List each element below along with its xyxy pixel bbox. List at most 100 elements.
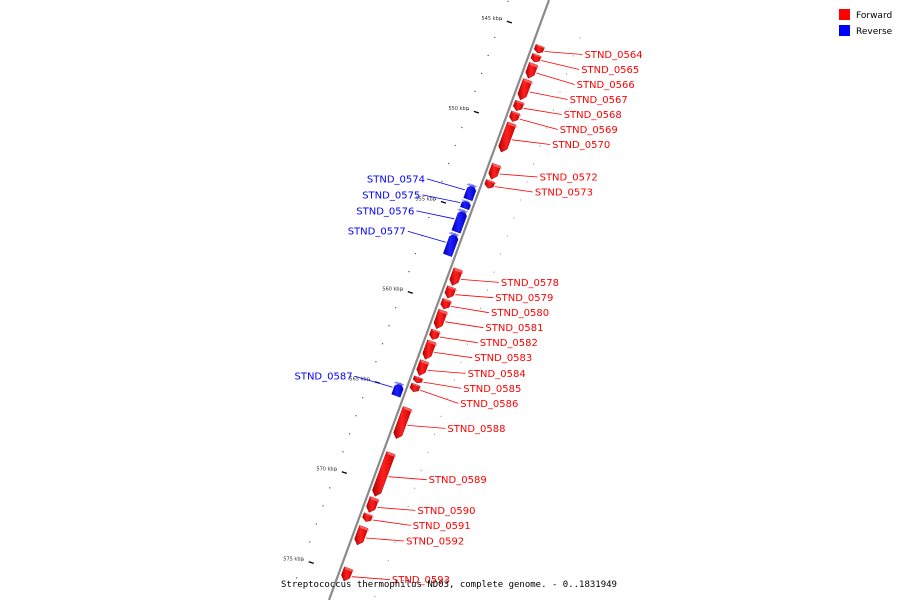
gene-label[interactable]: STND_0572	[540, 173, 598, 184]
ruler-dot	[394, 541, 396, 543]
ruler-dot	[546, 127, 548, 129]
gene-label[interactable]: STND_0583	[474, 353, 532, 364]
label-leader	[544, 51, 583, 55]
ruler-dot	[395, 307, 397, 309]
ruler-dot	[493, 271, 495, 273]
ruler-dot	[579, 37, 581, 39]
ruler-dot	[407, 505, 409, 507]
ruler-dot	[533, 163, 535, 165]
ruler-dot	[387, 559, 389, 561]
gene-label[interactable]: STND_0590	[417, 506, 475, 517]
ruler-dot	[427, 451, 429, 453]
gene-feature[interactable]: STND_0574	[463, 184, 477, 202]
gene-label[interactable]: STND_0588	[447, 424, 505, 435]
gene-label[interactable]: STND_0581	[485, 323, 543, 334]
label-leader	[455, 294, 494, 299]
gene-feature[interactable]: STND_0587	[391, 382, 404, 398]
gene-label[interactable]: STND_0569	[560, 125, 618, 136]
gene-label[interactable]: STND_0570	[552, 140, 610, 151]
label-leader	[460, 279, 499, 283]
ruler-dot	[420, 469, 422, 471]
gene-feature-cap	[523, 78, 533, 85]
label-leader	[372, 519, 411, 526]
ruler-dot	[467, 108, 469, 110]
ruler-dot	[362, 397, 364, 399]
gene-label[interactable]: STND_0566	[577, 80, 635, 91]
gene-label[interactable]: STND_0577	[348, 227, 406, 238]
ruler-dot	[428, 216, 430, 219]
label-leader	[499, 173, 538, 178]
gene-feature-cap	[442, 298, 453, 304]
label-leader	[422, 194, 461, 203]
gene-label[interactable]: STND_0564	[585, 50, 643, 61]
ruler-dot	[309, 541, 311, 543]
gene-feature[interactable]: STND_0588	[393, 406, 412, 439]
legend-swatch-reverse	[839, 25, 850, 36]
gene-label[interactable]: STND_0575	[362, 190, 420, 201]
gene-label[interactable]: STND_0579	[495, 293, 553, 304]
gene-feature-cap	[414, 375, 425, 381]
label-leader	[420, 389, 459, 404]
ruler-dot	[322, 505, 324, 507]
gene-label[interactable]: STND_0576	[356, 206, 414, 217]
label-leader	[388, 476, 427, 481]
ruler-dot	[500, 18, 502, 20]
kbp-tick	[407, 290, 413, 294]
label-leader	[494, 186, 533, 193]
gene-label[interactable]: STND_0586	[460, 399, 518, 410]
gene-label[interactable]: STND_0592	[406, 537, 464, 548]
legend-label-reverse: Reverse	[856, 27, 893, 37]
gene-feature-cap	[486, 179, 497, 185]
ruler-dot	[440, 415, 442, 417]
label-leader	[423, 381, 462, 389]
ruler-dot	[381, 343, 384, 345]
gene-label[interactable]: STND_0565	[581, 65, 639, 76]
ruler-dot	[519, 199, 521, 201]
gene-feature[interactable]: STND_0578	[449, 267, 463, 286]
ruler-dot	[368, 379, 370, 381]
gene-feature-cap	[344, 566, 354, 573]
label-leader	[445, 321, 484, 329]
gene-feature-cap	[511, 110, 522, 117]
gene-label[interactable]: STND_0573	[535, 188, 593, 199]
gene-label[interactable]: STND_0567	[570, 95, 628, 106]
gene-label[interactable]: STND_0589	[429, 475, 487, 486]
gene-feature[interactable]: STND_0575	[460, 200, 471, 211]
ruler-dot	[348, 433, 351, 435]
gene-label[interactable]: STND_0587	[295, 372, 353, 383]
gene-feature[interactable]: STND_0577	[442, 233, 459, 257]
ruler-dot	[374, 595, 376, 597]
gene-label[interactable]: STND_0580	[491, 308, 549, 319]
gene-labels: STND_0564 STND_0565 STND_0566 STND_0567 STND…	[295, 50, 643, 586]
gene-feature[interactable]: STND_0576	[451, 209, 467, 234]
gene-label[interactable]: STND_0574	[367, 174, 425, 185]
gene-feature-cap	[457, 208, 469, 214]
gene-label[interactable]: STND_0578	[501, 278, 559, 289]
gene-label[interactable]: STND_0582	[480, 338, 538, 349]
ruler-dot	[441, 180, 443, 183]
legend-swatch-forward	[839, 9, 850, 20]
label-leader	[426, 178, 466, 191]
gene-label[interactable]: STND_0584	[468, 369, 526, 380]
kbp-tick	[506, 20, 513, 24]
gene-label[interactable]: STND_0591	[413, 521, 471, 532]
label-leader	[439, 336, 478, 344]
label-leaders	[351, 51, 583, 581]
gene-feature-cap	[364, 512, 375, 518]
gene-label[interactable]: STND_0593	[392, 575, 450, 586]
ruler-dot	[460, 361, 462, 363]
gene-feature[interactable]: STND_0585	[412, 375, 424, 384]
ruler-dot	[526, 181, 528, 183]
ruler-dot	[461, 126, 463, 129]
gene-feature[interactable]: STND_0592	[354, 525, 369, 546]
ruler-dot	[401, 289, 403, 291]
gene-label[interactable]: STND_0568	[564, 110, 622, 121]
kbp-tick-label: 570 kbp	[316, 467, 336, 473]
label-leader	[450, 306, 490, 314]
ruler-dot	[552, 109, 554, 111]
ruler-dot	[296, 577, 298, 579]
gene-feature-cap	[529, 62, 539, 69]
gene-label[interactable]: STND_0585	[463, 384, 521, 395]
kbp-tick-label: 560 kbp	[382, 286, 402, 292]
